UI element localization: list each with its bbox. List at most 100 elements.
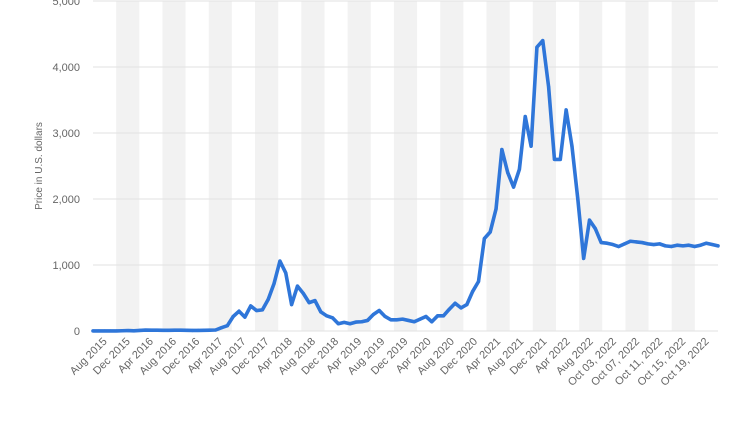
background-band <box>393 1 418 331</box>
background-band <box>116 1 140 331</box>
data-point <box>652 242 656 247</box>
data-point <box>663 244 668 248</box>
data-point <box>389 318 393 322</box>
data-point <box>272 281 276 286</box>
data-point <box>447 307 451 311</box>
data-point <box>161 328 165 332</box>
data-point <box>196 328 200 333</box>
data-point <box>214 328 218 332</box>
data-point <box>622 242 627 246</box>
data-point <box>301 291 305 295</box>
data-point <box>91 329 95 333</box>
data-point <box>681 244 685 248</box>
data-point <box>424 314 428 319</box>
background-band <box>347 1 371 331</box>
y-axis-label: Price in U.S. dollars <box>34 122 45 210</box>
data-point <box>319 310 323 314</box>
data-point <box>465 303 469 307</box>
data-point <box>412 320 416 324</box>
data-point <box>307 301 311 305</box>
data-point <box>371 312 375 317</box>
data-point <box>500 147 504 152</box>
data-point <box>114 329 118 333</box>
data-point <box>453 301 457 305</box>
data-point <box>675 243 679 247</box>
background-band <box>255 1 279 331</box>
data-point <box>634 240 638 244</box>
data-point <box>237 309 241 313</box>
y-tick-label: 3,000 <box>52 128 80 140</box>
background-band <box>671 1 695 331</box>
data-point <box>657 242 662 246</box>
data-point <box>202 328 206 332</box>
data-point <box>605 241 609 245</box>
data-point <box>582 256 586 260</box>
data-point <box>138 328 142 333</box>
data-point <box>482 237 486 241</box>
y-tick-label: 5,000 <box>52 0 80 8</box>
data-point <box>418 317 422 321</box>
data-point <box>698 243 703 247</box>
data-point <box>120 329 124 333</box>
data-point <box>365 318 370 323</box>
background-band <box>301 1 325 331</box>
data-point <box>476 279 481 284</box>
data-point <box>231 314 235 319</box>
data-point <box>704 241 708 245</box>
background-band <box>532 1 556 331</box>
data-point <box>640 240 644 245</box>
data-point <box>406 318 411 323</box>
data-point <box>471 289 475 293</box>
data-point <box>459 306 463 310</box>
data-point <box>552 157 557 161</box>
data-point <box>354 320 358 324</box>
data-point <box>436 314 440 318</box>
data-point <box>208 328 212 332</box>
background-band <box>162 1 186 331</box>
data-point <box>693 244 697 249</box>
data-point <box>173 328 177 332</box>
data-point <box>143 328 148 332</box>
data-point <box>278 259 282 263</box>
data-point <box>523 114 527 119</box>
data-point <box>587 218 592 222</box>
data-point <box>687 243 691 247</box>
y-tick-label: 1,000 <box>52 260 80 272</box>
data-point <box>599 240 603 245</box>
data-point <box>225 324 229 328</box>
data-point <box>593 227 597 231</box>
data-point <box>517 167 522 171</box>
data-point <box>570 144 574 148</box>
data-point <box>430 320 434 324</box>
data-point <box>289 303 294 307</box>
data-point <box>254 308 259 313</box>
data-point <box>348 322 352 326</box>
data-point <box>511 185 516 189</box>
data-point <box>576 197 580 201</box>
data-point <box>336 322 340 326</box>
data-point <box>628 239 632 243</box>
data-point <box>710 242 714 247</box>
background-band <box>486 1 510 331</box>
data-point <box>313 299 317 303</box>
data-point <box>184 328 189 332</box>
background-bands <box>116 1 695 331</box>
data-point <box>103 329 107 333</box>
data-point <box>541 39 545 43</box>
data-point <box>342 320 346 325</box>
data-point <box>558 157 562 161</box>
y-tick-label: 4,000 <box>52 62 80 74</box>
data-point <box>108 329 113 333</box>
data-point <box>266 297 270 301</box>
data-point <box>260 308 264 312</box>
background-band <box>440 1 464 331</box>
data-point <box>617 244 621 249</box>
data-point <box>395 318 399 322</box>
data-point <box>284 271 288 275</box>
data-point <box>149 328 154 332</box>
data-point <box>535 45 539 49</box>
y-tick-labels: 0 1,000 2,000 3,000 4,000 5,000 <box>52 0 80 338</box>
